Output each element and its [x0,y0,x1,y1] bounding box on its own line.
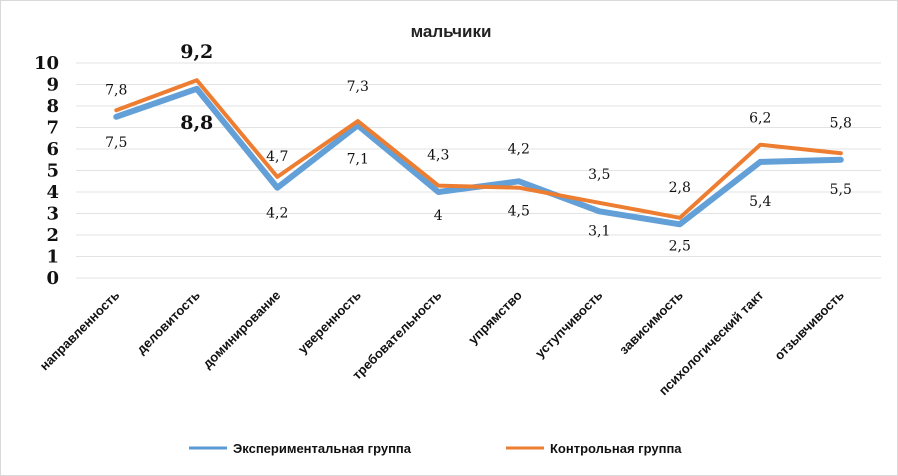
y-tick-label: 9 [46,75,59,96]
x-tick-label: деловитость [134,288,203,357]
y-tick-label: 5 [46,161,59,182]
data-label: 7,5 [105,135,127,151]
y-tick-label: 10 [34,53,59,74]
y-tick-label: 6 [46,139,59,160]
data-label: 3,5 [588,167,610,183]
y-tick-label: 4 [46,182,59,203]
y-tick-label: 1 [46,247,59,268]
x-tick-label: отзывчивость [771,288,846,363]
data-label: 7,3 [347,79,369,95]
data-label: 4,3 [427,148,449,164]
series-lines [113,78,844,228]
gridlines [76,62,881,279]
y-tick-label: 0 [46,268,59,289]
x-tick-label: уверенность [295,288,364,357]
data-label: 7,1 [347,151,369,167]
y-tick-label: 3 [46,204,59,225]
chart-title: мальчики [411,22,492,41]
y-tick-label: 7 [46,118,59,139]
x-tick-label: доминирование [200,288,284,372]
data-label: 4 [434,208,443,224]
x-tick-label: уступчивость [532,288,605,361]
y-tick-label: 2 [46,225,59,246]
series-line [114,78,843,220]
data-label: 5,4 [749,194,771,210]
data-label: 3,1 [588,223,610,239]
data-label: 8,8 [180,112,213,134]
legend-label: Контрольная группа [550,441,682,456]
x-tick-label: упрямство [465,287,525,347]
y-tick-label: 8 [46,96,59,117]
series-line [113,85,844,228]
data-label: 6,2 [749,111,771,127]
x-tick-label: направленность [37,288,123,374]
data-label: 4,2 [508,141,530,157]
data-label: 5,8 [830,115,852,131]
data-label: 2,5 [669,238,691,254]
x-tick-label: зависимость [616,288,686,358]
legend: Экспериментальная группа Контрольная груп… [189,441,682,456]
data-label: 2,8 [669,180,691,196]
legend-label: Экспериментальная группа [233,441,412,456]
data-label: 4,5 [508,204,530,220]
data-label: 9,2 [180,41,213,63]
data-labels: 7,5 8,8 4,2 7,1 4 4,5 3,1 2,5 5,4 5,5 7,8 9,2 4,7 7,3… [105,41,852,254]
data-label: 7,8 [105,82,127,98]
data-label: 4,2 [266,206,288,222]
data-label: 4,7 [266,149,288,165]
data-label: 5,5 [830,182,852,198]
x-tick-label: требовательность [349,288,444,383]
